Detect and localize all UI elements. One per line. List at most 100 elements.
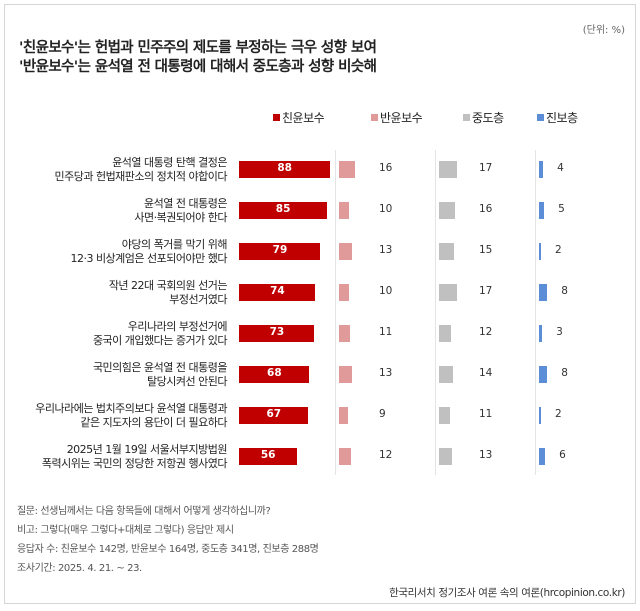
data-label: 12 (379, 449, 393, 461)
bar (239, 448, 297, 465)
bar (239, 202, 327, 219)
legend-item: 중도층 (463, 109, 504, 126)
category-label: 우리나라에는 법치주의보다 윤석열 대통령과 같은 지도자의 용단이 더 필요하다 (5, 402, 227, 430)
data-label: 79 (272, 244, 288, 256)
column-divider (435, 150, 436, 475)
data-label: 3 (556, 326, 563, 338)
data-label: 8 (561, 367, 568, 379)
bar (339, 161, 356, 178)
bar (339, 243, 353, 260)
data-label: 8 (561, 285, 568, 297)
bar (539, 407, 542, 424)
legend-item: 진보층 (537, 109, 578, 126)
category-label-line: 부정선거였다 (169, 293, 227, 306)
bar (539, 448, 546, 465)
data-label: 13 (479, 449, 493, 461)
category-label-line: 작년 22대 국회의원 선거는 (108, 279, 228, 292)
legend-label: 친윤보수 (282, 111, 325, 125)
category-label-line: 우리나라에는 법치주의보다 윤석열 대통령과 (35, 402, 227, 415)
bar (339, 325, 351, 342)
category-label: 우리나라의 부정선거에 중국이 개입했다는 증거가 있다 (5, 320, 228, 348)
legend-label: 반윤보수 (380, 111, 423, 125)
bar (239, 284, 316, 301)
footnote-sample: 응답자 수: 친윤보수 142명, 반윤보수 164명, 중도층 341명, 진… (17, 544, 319, 555)
category-label-line: 2025년 1월 19일 서울서부지방법원 (66, 443, 228, 456)
category-label-line: 12·3 비상계엄은 선포되어야만 했다 (70, 252, 227, 265)
category-label-line: 국민의힘은 윤석열 전 대통령을 (92, 361, 228, 374)
data-label: 56 (260, 449, 276, 461)
data-label: 5 (558, 203, 565, 215)
category-label-line: 사면·복권되어야 한다 (134, 211, 227, 224)
category-label-line: 폭력시위는 국민의 정당한 저항권 행사였다 (41, 457, 228, 470)
bar (439, 325, 452, 342)
data-label: 74 (270, 285, 285, 297)
bar (239, 325, 315, 342)
chart-row: 윤석열 전 대통령은 사면·복권되어야 한다 85 10 16 5 (5, 192, 635, 232)
chart-row: 국민의힘은 윤석열 전 대통령을 탈당시켜선 안된다 68 13 14 8 (5, 356, 635, 396)
bar (339, 366, 353, 383)
data-label: 11 (379, 326, 393, 338)
data-label: 14 (479, 367, 493, 379)
footnote-note: 비고: 그렇다(매우 그렇다+대체로 그렇다) 응답만 제시 (17, 525, 234, 536)
category-label-line: 우리나라의 부정선거에 (127, 320, 228, 333)
title-line: '반윤보수'는 윤석열 전 대통령에 대해서 중도층과 성향 비슷해 (19, 59, 377, 75)
data-label: 17 (479, 285, 493, 297)
unit-label: (단위: %) (582, 25, 625, 36)
bar (239, 161, 330, 178)
category-label: 2025년 1월 19일 서울서부지방법원 폭력시위는 국민의 정당한 저항권 행… (5, 443, 228, 471)
data-label: 13 (379, 244, 393, 256)
source: 한국리서치 정기조사 여론 속의 여론(hrcopinion.co.kr) (389, 587, 625, 599)
chart-row: 작년 22대 국회의원 선거는 부정선거였다 74 10 17 8 (5, 274, 635, 314)
data-label: 88 (277, 162, 292, 174)
category-label: 야당의 폭거를 막기 위해 12·3 비상계엄은 선포되어야만 했다 (5, 238, 228, 266)
bar (439, 284, 457, 301)
data-label: 11 (479, 408, 493, 420)
category-label-line: 중국이 개입했다는 증거가 있다 (92, 334, 228, 347)
bar (439, 448, 453, 465)
column-divider (335, 150, 336, 475)
chart-row: 야당의 폭거를 막기 위해 12·3 비상계엄은 선포되어야만 했다 79 13 15 2 (5, 233, 635, 273)
data-label: 16 (379, 162, 393, 174)
data-label: 12 (479, 326, 493, 338)
data-label: 6 (559, 449, 566, 461)
bar (439, 366, 454, 383)
data-label: 2 (555, 244, 562, 256)
bar (339, 407, 349, 424)
bar (539, 161, 544, 178)
category-label: 국민의힘은 윤석열 전 대통령을 탈당시켜선 안된다 (5, 361, 228, 389)
category-label: 윤석열 전 대통령은 사면·복권되어야 한다 (5, 197, 227, 225)
legend-item: 친윤보수 (273, 109, 325, 126)
footnote-period: 조사기간: 2025. 4. 21. ~ 23. (17, 563, 142, 574)
bar (239, 243, 321, 260)
bar (539, 202, 545, 219)
legend-swatch (371, 114, 378, 121)
category-label: 윤석열 대통령 탄핵 결정은 민주당과 헌법재판소의 정치적 야합이다 (5, 156, 227, 184)
footnote-question: 질문: 선생님께서는 다음 항목들에 대해서 어떻게 생각하십니까? (17, 506, 271, 517)
category-label-line: 야당의 폭거를 막기 위해 (121, 238, 228, 251)
chart-row: 윤석열 대통령 탄핵 결정은 민주당과 헌법재판소의 정치적 야합이다 88 16 17… (5, 151, 635, 191)
data-label: 13 (379, 367, 393, 379)
bar (439, 202, 456, 219)
chart-row: 우리나라에는 법치주의보다 윤석열 대통령과 같은 지도자의 용단이 더 필요하다… (5, 397, 635, 437)
data-label: 85 (275, 203, 291, 215)
chart-row: 우리나라의 부정선거에 중국이 개입했다는 증거가 있다 73 11 12 3 (5, 315, 635, 355)
bar (439, 161, 457, 178)
data-label: 10 (379, 203, 393, 215)
legend-label: 진보층 (546, 111, 578, 125)
data-label: 9 (379, 408, 386, 420)
bar (539, 325, 543, 342)
bar (539, 284, 548, 301)
legend-swatch (537, 114, 544, 121)
chart-title: '친윤보수'는 헌법과 민주주의 제도를 부정하는 극우 성향 보여 '반윤보수… (19, 39, 377, 77)
category-label: 작년 22대 국회의원 선거는 부정선거였다 (5, 279, 228, 307)
bar (439, 407, 451, 424)
category-label-line: 윤석열 전 대통령은 (144, 197, 227, 210)
category-label-line: 민주당과 헌법재판소의 정치적 야합이다 (54, 170, 227, 183)
legend-label: 중도층 (472, 111, 504, 125)
legend-item: 반윤보수 (371, 109, 423, 126)
data-label: 68 (267, 367, 282, 379)
legend-swatch (273, 114, 280, 121)
data-label: 73 (269, 326, 285, 338)
data-label: 2 (555, 408, 562, 420)
bar (439, 243, 455, 260)
